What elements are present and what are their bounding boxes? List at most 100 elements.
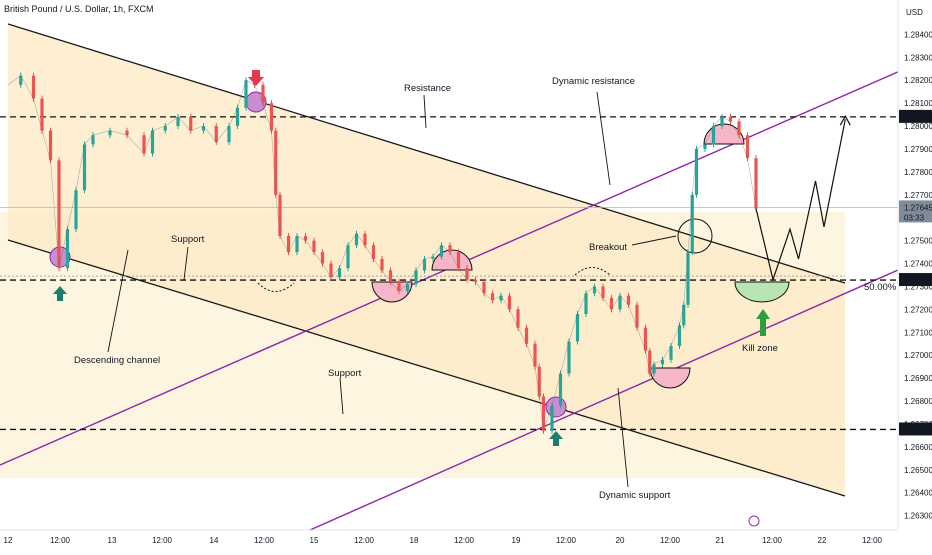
candle-body: [278, 194, 282, 237]
candle-body: [626, 295, 631, 305]
candle-body: [524, 327, 529, 344]
candle-body: [380, 258, 384, 271]
y-tick-label: 1.27700: [904, 191, 932, 200]
candle-body: [74, 190, 78, 230]
candle-body: [567, 341, 571, 374]
candle-body: [660, 359, 665, 365]
candle-body: [346, 245, 350, 269]
price-tag-current: 1.27645: [904, 203, 932, 212]
channel-upper-line[interactable]: [7, 23, 846, 284]
candle-body: [737, 121, 741, 136]
y-tick-label: 1.26300: [904, 512, 932, 521]
x-tick-label: 12:00: [762, 536, 783, 545]
candle-body: [728, 116, 733, 122]
y-tick-label: 1.26600: [904, 443, 932, 452]
buy-arrow-icon-2: [549, 431, 563, 446]
candle-body: [48, 130, 53, 161]
candle-body: [720, 116, 724, 127]
y-tick-label: 1.27800: [904, 168, 932, 177]
candle-body: [507, 295, 512, 310]
price-tag-current-bg: [899, 200, 932, 223]
x-tick-label: 22: [818, 536, 827, 545]
projection-arrowhead: [839, 114, 851, 126]
label-support-lower: Support: [328, 368, 362, 379]
candle-body: [439, 245, 444, 257]
y-tick-label: 1.27300: [904, 282, 932, 291]
candle-body: [329, 263, 333, 278]
dynamic-support-leader: [617, 387, 629, 488]
candle-body: [652, 364, 656, 374]
breakout-circle: [677, 218, 713, 254]
candle-body: [227, 126, 231, 143]
y-tick-label: 1.26400: [904, 489, 932, 498]
candle-body: [274, 130, 278, 195]
y-tick-label: 1.28000: [904, 122, 932, 131]
price-tag-low-support: 1.26676: [904, 425, 932, 434]
x-tick-label: 12:00: [660, 536, 681, 545]
candle-body: [465, 268, 469, 280]
price-tag-resistance-bg: [899, 109, 932, 123]
candle-body: [584, 293, 588, 314]
candle-body: [286, 236, 291, 253]
support-arc-dotted-1: [257, 282, 295, 292]
candle-body: [686, 252, 690, 305]
price-tag-support: 1.27328: [904, 276, 932, 285]
dynamic-resistance-leader: [596, 91, 611, 186]
x-tick-label: 12:00: [862, 536, 883, 545]
candle-body: [91, 135, 95, 145]
x-tick-label: 12:00: [254, 536, 275, 545]
candle-body: [643, 327, 648, 351]
candle-body: [312, 240, 316, 253]
candle-body: [354, 233, 359, 246]
kill-zone-half-circle[interactable]: [734, 281, 790, 303]
x-tick-label: 12:00: [152, 536, 173, 545]
candle-body: [337, 268, 342, 278]
candle-body: [303, 236, 308, 241]
sell-arrow-icon: [248, 70, 264, 86]
price-series[interactable]: [7, 75, 757, 431]
y-tick-label: 1.27200: [904, 305, 932, 314]
candle-body: [694, 148, 699, 195]
candle-body: [163, 126, 167, 131]
candle-body: [19, 75, 23, 85]
alert-icon[interactable]: [748, 515, 760, 527]
candle-body: [677, 325, 682, 347]
label-resistance: Resistance: [404, 83, 451, 94]
y-tick-label: 1.26500: [904, 466, 932, 475]
candle-body: [320, 252, 325, 264]
y-tick-label: 1.28200: [904, 76, 932, 85]
label-support-upper: Support: [171, 234, 205, 245]
candle-body: [682, 304, 686, 326]
candle-body: [533, 343, 537, 367]
projection-path[interactable]: [755, 119, 846, 282]
candle-body: [261, 84, 265, 104]
candle-body: [558, 373, 563, 406]
candle-body: [431, 256, 435, 259]
candle-body: [414, 270, 418, 285]
candle-body: [550, 405, 554, 431]
y-tick-label: 1.27000: [904, 351, 932, 360]
x-tick-label: 14: [210, 536, 219, 545]
y-tick-label: 1.27100: [904, 328, 932, 337]
support-lower-leader: [339, 377, 344, 415]
candle-body: [363, 233, 367, 246]
resistance-leader: [423, 94, 427, 129]
candle-body: [40, 98, 44, 131]
candle-body: [125, 130, 129, 136]
candle-body: [176, 116, 180, 127]
candle-body: [618, 295, 622, 310]
dynamic-support-line[interactable]: [309, 255, 932, 530]
candle-body: [541, 396, 546, 431]
y-tick-label: 1.26900: [904, 374, 932, 383]
price-tag-resistance: 1.28040: [904, 113, 932, 122]
candle-body: [754, 158, 758, 209]
channel-lower-line[interactable]: [7, 239, 846, 497]
y-tick-label: 1.28300: [904, 53, 932, 62]
candle-body: [235, 107, 240, 127]
candle-body: [244, 80, 248, 108]
candle-body: [448, 245, 452, 253]
candle-body: [516, 309, 520, 328]
x-tick-label: 19: [512, 536, 521, 545]
